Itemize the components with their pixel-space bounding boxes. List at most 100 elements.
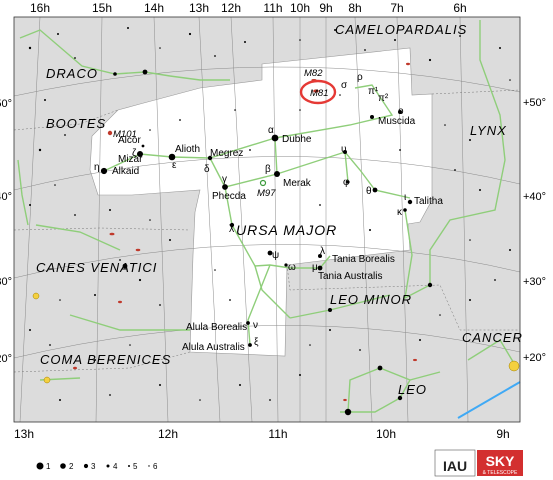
star-tania-borealis xyxy=(318,254,322,258)
name-alioth: Alioth xyxy=(175,144,200,155)
ra-top-16h: 16h xyxy=(30,1,50,15)
ra-top-12h: 12h xyxy=(221,1,241,15)
name-tania-borealis: Tania Borealis xyxy=(332,254,395,265)
star-omicron xyxy=(398,110,402,114)
greek-pi1: π¹ xyxy=(368,86,379,97)
dec-left-40: +40° xyxy=(0,191,12,203)
mag-4: 4 xyxy=(113,462,118,471)
greek-omega: ω xyxy=(288,262,296,273)
name-alula-australis: Alula Australis xyxy=(182,342,245,353)
star-phecda xyxy=(222,184,228,190)
label-canes-venatici: CANES VENATICI xyxy=(36,260,157,275)
dec-left-20: +20° xyxy=(0,353,12,365)
label-lynx: LYNX xyxy=(470,123,507,138)
name-phecda: Phecda xyxy=(212,191,246,202)
sky-telescope-logo: SKY & TELESCOPE xyxy=(477,450,523,476)
star-cor-caroli xyxy=(122,263,128,269)
greek-letters: α β γ δ ε ζ η χ ψ ω μ λ υ θ φ ι κ ν ξ ο … xyxy=(94,72,406,348)
m81-highlight-ring xyxy=(299,79,337,105)
name-alula-borealis: Alula Borealis xyxy=(186,322,247,333)
ra-bottom-13h: 13h xyxy=(14,427,34,441)
star-draco-b xyxy=(113,72,117,76)
greek-phi: φ xyxy=(343,177,350,188)
star-lynx-alpha xyxy=(427,282,433,288)
iau-logo-text: IAU xyxy=(443,458,467,474)
label-ursa-major: URSA MAJOR xyxy=(236,222,337,238)
chart-frame xyxy=(13,16,521,423)
telescope-logo-text: & TELESCOPE xyxy=(483,470,518,476)
star-mizar xyxy=(137,151,143,157)
dec-left-30: +30° xyxy=(0,276,12,288)
label-bootes: BOOTES xyxy=(46,116,106,131)
greek-lambda: λ xyxy=(320,246,325,257)
ra-top-7h: 7h xyxy=(390,1,403,15)
greek-epsilon: ε xyxy=(172,160,177,171)
greek-omicron: ο xyxy=(398,106,404,117)
name-mizar: Mizar xyxy=(118,154,143,165)
name-tania-australis: Tania Australis xyxy=(318,271,382,282)
star-kappa xyxy=(403,208,407,212)
ra-bottom-11h: 11h xyxy=(268,427,287,441)
mag-1: 1 xyxy=(46,462,51,471)
dec-labels-left: +50° +40° +30° +20° xyxy=(0,98,12,365)
star-psi xyxy=(267,250,273,256)
star-talitha xyxy=(407,199,413,205)
star-alcor xyxy=(141,144,145,148)
greek-zeta: ζ xyxy=(132,148,137,159)
label-m101: M101 xyxy=(113,129,137,140)
greek-nu: ν xyxy=(253,320,258,331)
greek-mu: μ xyxy=(312,262,318,273)
star-tania-australis xyxy=(317,265,323,271)
constellation-names: URSA MAJOR CAMELOPARDALIS DRACO BOOTES L… xyxy=(36,22,522,397)
ecliptic-line xyxy=(457,381,521,419)
greek-psi: ψ xyxy=(272,250,279,261)
greek-xi: ξ xyxy=(254,337,259,348)
star-megrez xyxy=(207,155,213,161)
dec-labels-right: +50° +40° +30° +20° xyxy=(523,97,546,364)
ra-labels-top: 16h 15h 14h 13h 12h 11h 10h 9h 8h 7h 6h xyxy=(30,1,467,15)
star-draco-a xyxy=(142,69,148,75)
star-muscida xyxy=(370,115,374,119)
greek-beta: β xyxy=(265,164,271,175)
ursa-major-stars xyxy=(100,69,433,416)
star-chi xyxy=(229,222,235,228)
background-stars xyxy=(28,27,511,401)
mag-6: 6 xyxy=(153,462,158,471)
label-leo-minor: LEO MINOR xyxy=(330,292,412,307)
label-leo: LEO xyxy=(398,382,427,397)
greek-delta: δ xyxy=(204,164,210,175)
name-talitha: Talitha xyxy=(414,196,443,207)
mag-5: 5 xyxy=(133,462,138,471)
label-m97: M97 xyxy=(257,188,276,199)
ra-top-14h: 14h xyxy=(144,1,164,15)
greek-eta: η xyxy=(94,162,100,173)
name-dubhe: Dubhe xyxy=(282,134,312,145)
greek-chi: χ xyxy=(229,222,235,233)
ra-bottom-10h: 10h xyxy=(376,427,396,441)
greek-kappa: κ xyxy=(397,207,403,218)
neighbor-boundaries xyxy=(13,89,521,373)
deep-sky-labels: M81 M82 M97 M101 xyxy=(113,68,328,199)
planetary-nebula-m97 xyxy=(259,179,267,187)
name-alcor: Alcor xyxy=(118,135,141,146)
mag-3: 3 xyxy=(91,462,96,471)
star-leo-a xyxy=(377,365,383,371)
star-alula-borealis xyxy=(246,321,250,325)
ra-labels-bottom: 13h 12h 11h 10h 9h xyxy=(14,427,510,441)
ra-top-8h: 8h xyxy=(348,1,361,15)
star-alula-australis xyxy=(248,343,252,347)
planet-markers xyxy=(32,292,520,384)
star-upsilon xyxy=(343,150,347,154)
greek-theta: θ xyxy=(366,186,372,197)
ra-top-9h: 9h xyxy=(319,1,332,15)
ra-top-13h: 13h xyxy=(189,1,209,15)
galaxy-m101 xyxy=(107,130,113,136)
dec-right-20: +20° xyxy=(523,352,546,364)
dec-right-40: +40° xyxy=(523,191,546,203)
ra-top-10h: 10h xyxy=(290,1,310,15)
ra-bottom-9h: 9h xyxy=(496,427,509,441)
greek-pi2: π² xyxy=(378,93,389,104)
star-merak xyxy=(274,171,280,177)
star-leo-b xyxy=(397,395,403,401)
